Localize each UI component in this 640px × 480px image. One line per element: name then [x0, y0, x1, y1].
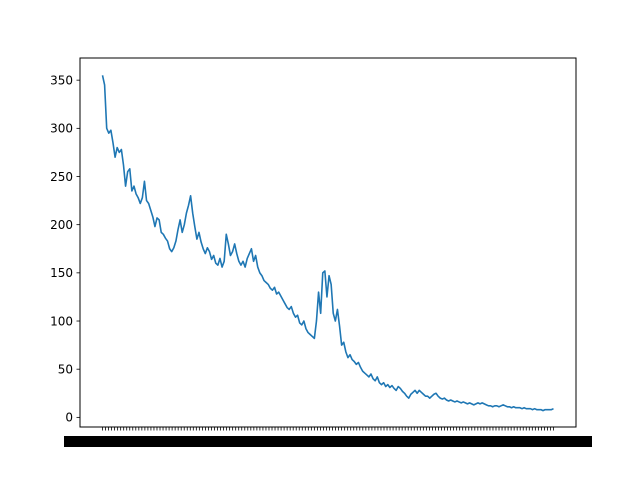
y-tick-label: 50 — [58, 362, 73, 376]
y-axis-ticks: 0 50 100 150 200 250 300 350 — [50, 73, 80, 425]
plot-frame — [79, 57, 577, 428]
y-tick-label: 100 — [50, 314, 73, 328]
y-tick-label: 250 — [50, 170, 73, 184]
y-tick-label: 350 — [50, 73, 73, 87]
y-tick-label: 200 — [50, 218, 73, 232]
x-tick-labels-overlap — [64, 436, 592, 447]
plot-area — [80, 58, 576, 427]
y-tick-label: 0 — [65, 411, 73, 425]
y-tick-label: 150 — [50, 266, 73, 280]
y-tick-label: 300 — [50, 122, 73, 136]
series-line — [101, 75, 554, 412]
x-axis-ticks — [64, 427, 592, 447]
